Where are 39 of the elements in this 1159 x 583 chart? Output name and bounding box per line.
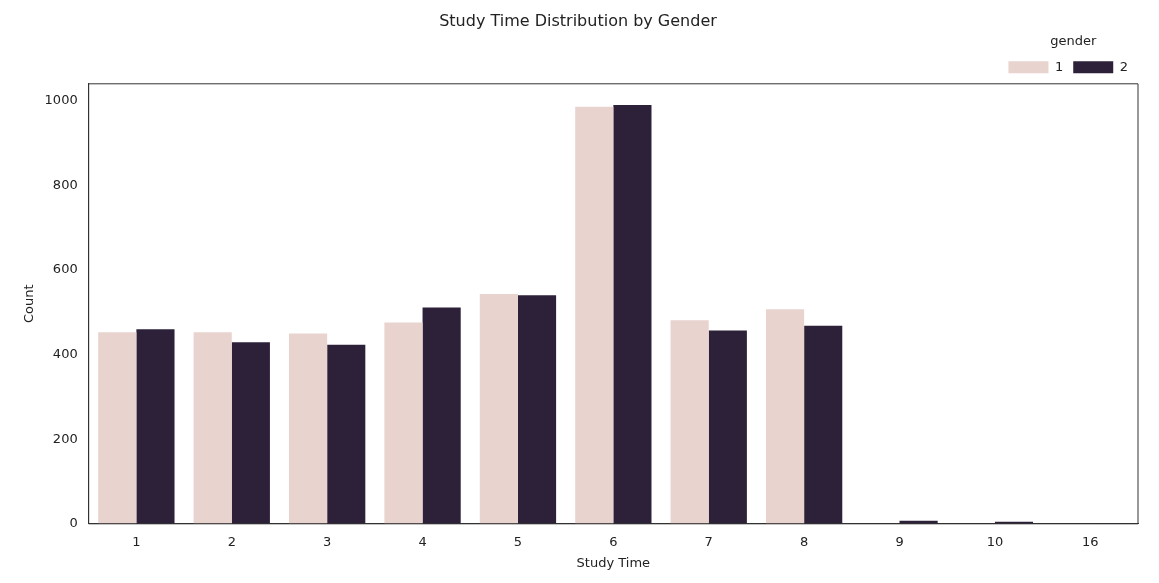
bar [231,342,270,524]
bar [804,325,843,524]
y-tick-label: 0 [69,515,78,531]
x-tick-label: 7 [704,533,713,549]
x-tick-label: 6 [609,533,618,549]
bar [422,307,461,524]
bar [193,332,232,524]
bar [765,309,805,524]
x-tick-label: 10 [986,533,1004,549]
x-tick-label: 2 [227,533,236,549]
chart-title: Study Time Distribution by Gender [439,10,718,30]
bar [289,333,328,524]
legend-title: gender [1050,33,1097,49]
bar [384,322,423,524]
x-tick-label: 1 [132,533,141,549]
y-tick-label: 400 [52,345,78,361]
bar [98,332,137,524]
y-tick-label: 600 [52,261,78,277]
bar [670,320,709,524]
legend-label: 1 [1054,58,1064,74]
x-tick-label: 16 [1082,533,1099,549]
x-axis-title: Study Time [576,554,651,570]
bar [575,106,614,524]
bar [613,104,652,524]
x-tick-label: 3 [323,533,332,549]
x-tick-label: 8 [799,533,809,549]
x-tick-label: 5 [513,533,523,549]
x-tick-label: 9 [895,533,904,549]
bar [327,344,366,524]
bar [708,330,747,524]
x-tick-label: 4 [418,533,427,549]
y-tick-label: 800 [52,176,78,192]
y-tick-label: 1000 [44,92,78,108]
bar [517,295,557,524]
y-axis-title: Count [21,284,37,324]
y-tick-label: 200 [52,430,78,446]
legend-label: 2 [1119,58,1129,74]
bar [479,294,518,524]
bar [136,329,175,524]
